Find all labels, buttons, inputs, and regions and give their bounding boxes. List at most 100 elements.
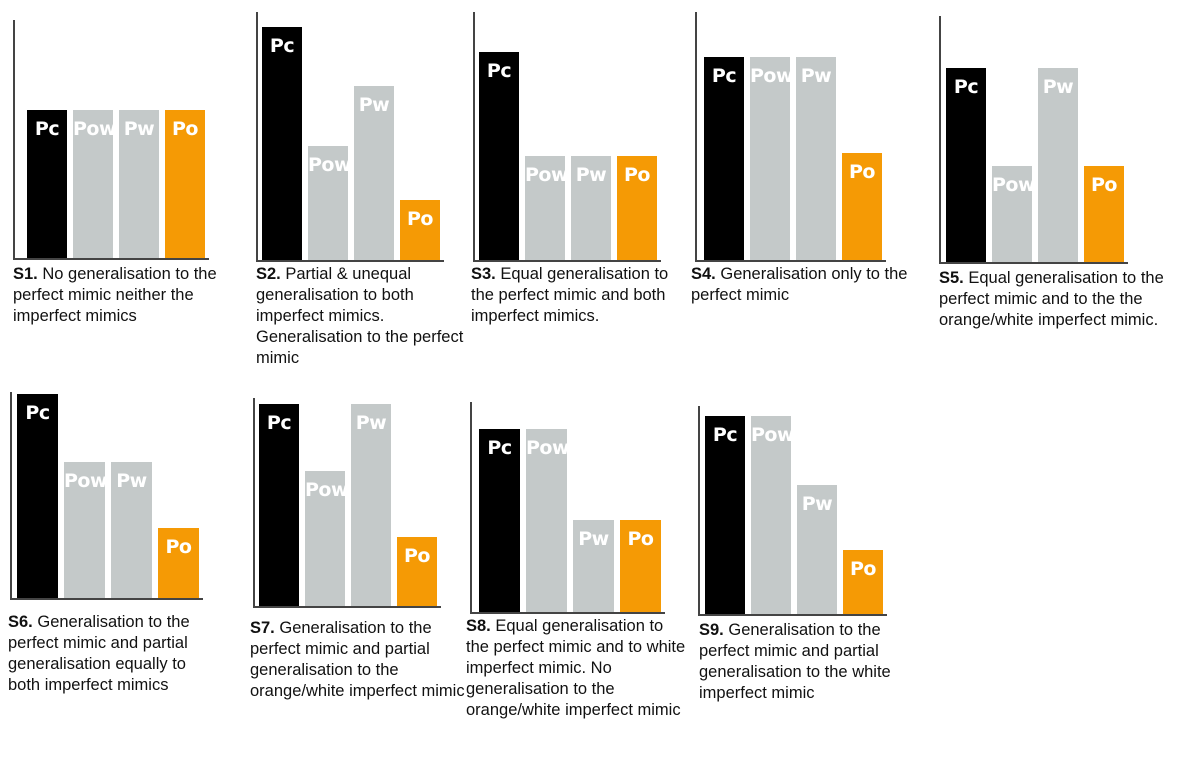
bar-pc: Pc — [479, 52, 519, 260]
bar-pw: Pw — [351, 404, 391, 606]
caption-s8: S8. Equal generalisation to the perfect … — [466, 616, 688, 721]
bar-label-pc: Pc — [712, 424, 738, 446]
bar-label-pc: Pc — [711, 65, 737, 87]
bar-label-pw: Pw — [800, 65, 832, 87]
caption-scenario-id: S9. — [699, 621, 724, 639]
bar-pw: Pw — [796, 57, 836, 260]
bar-label-pow: Pow — [308, 154, 352, 176]
caption-scenario-id: S3. — [471, 265, 496, 283]
caption-text: Generalisation to the perfect mimic and … — [8, 613, 190, 694]
bar-pow: Pow — [305, 471, 349, 606]
bar-po: Po — [158, 528, 199, 598]
bar-pow: Pow — [64, 462, 108, 598]
chart-panel-s2: Pc Pow Pw Po — [256, 12, 444, 262]
bar-pw: Pw — [1038, 68, 1078, 262]
bar-pc: Pc — [259, 404, 299, 606]
x-axis — [253, 606, 441, 608]
bar-label-po: Po — [165, 536, 192, 558]
bar-pow: Pow — [992, 166, 1036, 262]
caption-s5: S5. Equal generalisation to the perfect … — [939, 268, 1189, 331]
bar-po: Po — [617, 156, 657, 260]
y-axis — [939, 16, 941, 262]
bar-label-pow: Pow — [73, 118, 117, 140]
bar-label-pow: Pow — [525, 164, 569, 186]
bar-pow: Pow — [526, 429, 570, 612]
bar-pw: Pw — [354, 86, 394, 260]
caption-text: Generalisation to the perfect mimic and … — [250, 619, 465, 700]
bar-label-pw: Pw — [123, 118, 155, 140]
bar-po: Po — [400, 200, 440, 260]
caption-text: Generalisation to the perfect mimic and … — [699, 621, 891, 702]
caption-s4: S4. Generalisation only to the perfect m… — [691, 264, 911, 306]
caption-scenario-id: S5. — [939, 269, 964, 287]
caption-s1: S1. No generalisation to the perfect mim… — [13, 264, 225, 327]
caption-scenario-id: S8. — [466, 617, 491, 635]
x-axis — [695, 260, 886, 262]
chart-panel-s1: Pc Pow Pw Po — [13, 20, 209, 260]
bar-label-pw: Pw — [116, 470, 147, 492]
bar-label-pw: Pw — [358, 94, 390, 116]
y-axis — [253, 398, 255, 606]
bar-pw: Pw — [571, 156, 611, 260]
bar-pw: Pw — [797, 485, 837, 614]
chart-panel-s7: Pc Pow Pw Po — [253, 398, 441, 608]
chart-panel-s9: Pc Pow Pw Po — [698, 406, 887, 616]
bar-pw: Pw — [119, 110, 159, 258]
bar-pc: Pc — [262, 27, 302, 260]
bar-label-pw: Pw — [575, 164, 607, 186]
caption-s2: S2. Partial & unequal generalisation to … — [256, 264, 470, 369]
bar-pc: Pc — [946, 68, 986, 262]
bar-label-pw: Pw — [801, 493, 833, 515]
y-axis — [256, 12, 258, 260]
bar-pc: Pc — [27, 110, 67, 258]
bar-pw: Pw — [111, 462, 152, 598]
y-axis — [470, 402, 472, 612]
bar-label-po: Po — [850, 558, 876, 580]
bar-pc: Pc — [479, 429, 520, 612]
bar-label-pow: Pow — [305, 479, 349, 501]
x-axis — [13, 258, 209, 260]
chart-panel-s4: Pc Pow Pw Po — [695, 12, 886, 262]
bar-label-pc: Pc — [34, 118, 60, 140]
bar-label-pc: Pc — [486, 60, 512, 82]
bar-pow: Pow — [750, 57, 794, 260]
bar-pw: Pw — [573, 520, 614, 612]
bar-label-pow: Pow — [750, 65, 794, 87]
x-axis — [470, 612, 665, 614]
bar-po: Po — [165, 110, 205, 258]
caption-scenario-id: S7. — [250, 619, 275, 637]
caption-text: Equal generalisation to the perfect mimi… — [471, 265, 669, 325]
bar-po: Po — [397, 537, 437, 606]
caption-scenario-id: S2. — [256, 265, 281, 283]
bar-label-po: Po — [627, 528, 654, 550]
y-axis — [698, 406, 700, 614]
caption-text: Partial & unequal generalisation to both… — [256, 265, 464, 367]
caption-scenario-id: S6. — [8, 613, 33, 631]
x-axis — [939, 262, 1128, 264]
caption-text: Generalisation only to the perfect mimic — [691, 265, 908, 304]
bar-pc: Pc — [17, 394, 58, 598]
bar-pow: Pow — [73, 110, 117, 258]
caption-text: Equal generalisation to the perfect mimi… — [466, 617, 686, 719]
caption-s3: S3. Equal generalisation to the perfect … — [471, 264, 675, 327]
chart-panel-s8: Pc Pow Pw Po — [470, 402, 665, 614]
bar-label-pow: Pow — [526, 437, 570, 459]
caption-s9: S9. Generalisation to the perfect mimic … — [699, 620, 909, 704]
bar-pow: Pow — [525, 156, 569, 260]
bar-label-pw: Pw — [1042, 76, 1074, 98]
x-axis — [10, 598, 203, 600]
bar-label-po: Po — [407, 208, 433, 230]
bar-label-po: Po — [172, 118, 198, 140]
bar-label-pw: Pw — [355, 412, 387, 434]
caption-text: Equal generalisation to the perfect mimi… — [939, 269, 1164, 329]
bar-pow: Pow — [308, 146, 352, 260]
caption-scenario-id: S1. — [13, 265, 38, 283]
bar-label-pc: Pc — [266, 412, 292, 434]
bar-label-pc: Pc — [25, 402, 50, 424]
y-axis — [473, 12, 475, 260]
bar-po: Po — [842, 153, 882, 260]
bar-label-po: Po — [624, 164, 650, 186]
x-axis — [698, 614, 887, 616]
caption-text: No generalisation to the perfect mimic n… — [13, 265, 217, 325]
caption-scenario-id: S4. — [691, 265, 716, 283]
